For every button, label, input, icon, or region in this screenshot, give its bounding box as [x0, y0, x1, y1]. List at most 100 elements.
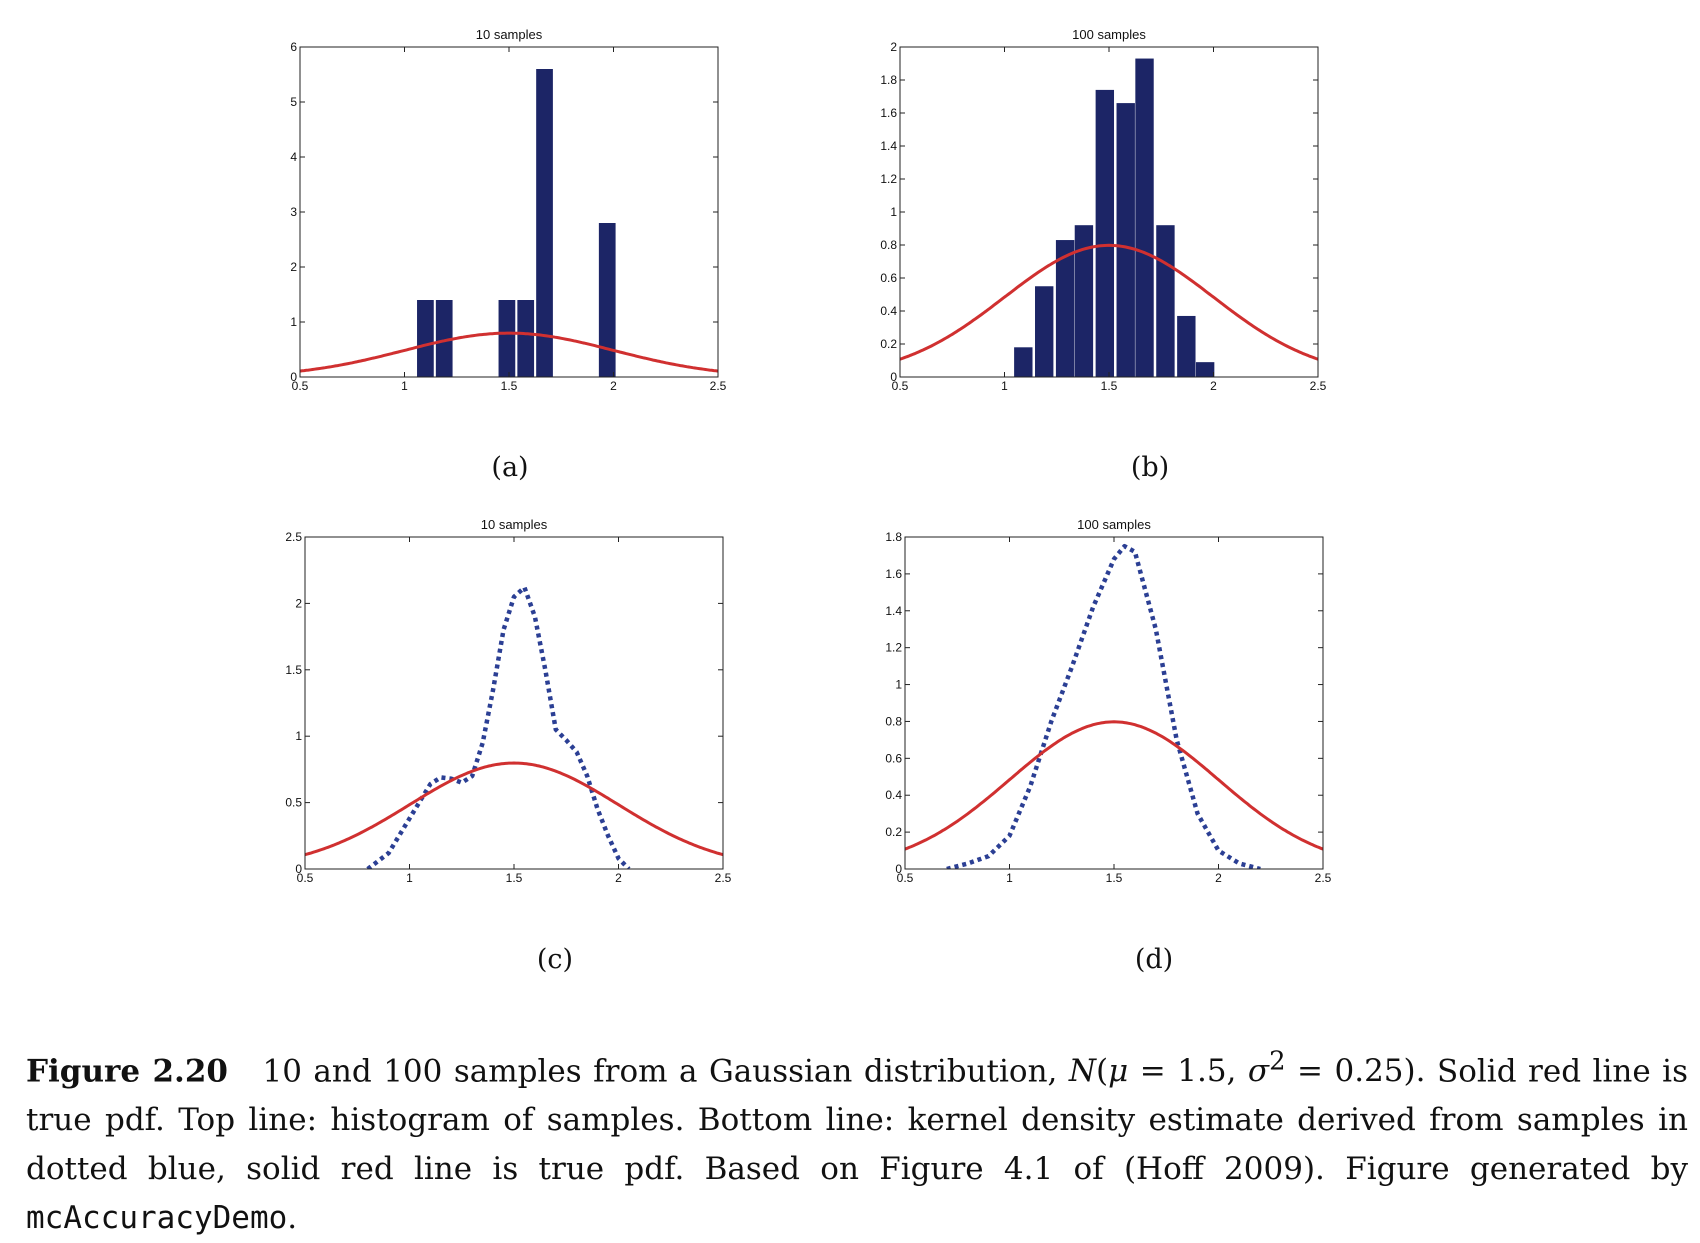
y-tick-label: 1.2: [880, 172, 897, 186]
y-tick-label: 2: [295, 596, 302, 610]
true-pdf-line: [900, 243, 1318, 361]
caption-math: N(μ = 1.5, σ2 = 0.25).: [1068, 1047, 1426, 1090]
y-tick-label: 1.2: [885, 641, 902, 655]
figure-caption: Figure 2.20 10 and 100 samples from a Ga…: [26, 1038, 1688, 1243]
panel-b: 100 samples 0.5 1 1.5 2 2.5 0 0.2 0.4 0.6 0.8 1 1.2 1…: [880, 25, 1350, 405]
histogram-bar: [1095, 89, 1115, 378]
panel-d: 100 samples 0.5 1 1.5 2 2.5 0 0.2 0.4 0.6 0.8 1 1.2 1…: [885, 515, 1360, 895]
y-tick-label: 1.5: [285, 663, 302, 677]
histogram-bar: [1116, 103, 1135, 377]
y-tick-label: 0.2: [885, 825, 902, 839]
x-tick-label: 1.5: [1101, 379, 1118, 393]
kde-line: [366, 585, 631, 869]
chart-title: 10 samples: [476, 27, 543, 42]
y-tick-label: 2.5: [285, 530, 302, 544]
histogram-bar: [536, 69, 553, 377]
x-tick-label: 2.5: [710, 379, 727, 393]
x-tick-label: 2: [610, 379, 617, 393]
y-tick-label: 4: [290, 150, 297, 164]
x-tick-label: 1: [401, 379, 408, 393]
histogram-bar: [1195, 362, 1215, 377]
y-tick-label: 2: [290, 260, 297, 274]
math-mu: μ: [1108, 1053, 1129, 1090]
y-tick-label: 1.4: [880, 139, 897, 153]
figure-label: Figure 2.20: [26, 1053, 228, 1090]
x-tick-label: 0.5: [897, 871, 914, 885]
caption-code: mcAccuracyDemo: [26, 1200, 288, 1237]
x-tick-label: 1.5: [501, 379, 518, 393]
y-tick-label: 1.8: [885, 530, 902, 544]
sublabel-a: (a): [491, 452, 529, 483]
y-tick-label: 0.8: [885, 714, 902, 728]
y-tick-label: 0: [290, 370, 297, 384]
sublabel-b: (b): [1130, 452, 1170, 483]
histogram-bar: [1055, 240, 1075, 377]
y-tick-label: 0: [895, 862, 902, 876]
y-tick-label: 0: [295, 862, 302, 876]
panel-c: 10 samples 0.5 1 1.5 2 2.5 0 0.5 1 1.5 2 2.5: [285, 515, 760, 895]
x-tick-label: 2: [1210, 379, 1217, 393]
true-pdf-line: [300, 331, 718, 373]
y-tick-label: 0.4: [885, 788, 902, 802]
histogram-bar: [1074, 225, 1094, 377]
x-tick-label: 1.5: [506, 871, 523, 885]
x-tick-label: 2.5: [715, 871, 732, 885]
y-tick-label: 1: [890, 205, 897, 219]
math-eq2: = 0.25).: [1285, 1053, 1426, 1090]
sublabel-c: (c): [536, 944, 574, 975]
math-eq1: = 1.5,: [1128, 1053, 1248, 1090]
histogram-bar: [417, 300, 434, 377]
panel-a: 10 samples 0.5 1 1.5 2 2.5 0 1 2 3 4 5 6: [290, 25, 750, 405]
x-tick-label: 2: [615, 871, 622, 885]
y-tick-label: 1.6: [885, 567, 902, 581]
y-tick-label: 0: [890, 370, 897, 384]
x-tick-label: 1.5: [1106, 871, 1123, 885]
math-sup: 2: [1269, 1047, 1286, 1077]
histogram-bar: [1156, 225, 1175, 377]
chart-a: 10 samples 0.5 1 1.5 2 2.5 0 1 2 3 4 5 6: [290, 27, 727, 393]
y-tick-label: 0.6: [880, 271, 897, 285]
y-tick-label: 0.6: [885, 751, 902, 765]
y-tick-label: 1: [895, 678, 902, 692]
y-tick-label: 1.8: [880, 73, 897, 87]
sublabel-d: (d): [1134, 944, 1174, 975]
y-tick-label: 1: [295, 729, 302, 743]
x-tick-label: 2.5: [1315, 871, 1332, 885]
chart-b: 100 samples 0.5 1 1.5 2 2.5 0 0.2 0.4 0.6 0.8 1 1.2 1…: [880, 27, 1327, 393]
histogram-bar: [1135, 58, 1154, 378]
y-tick-label: 0.4: [880, 304, 897, 318]
histogram-bar: [1035, 286, 1054, 377]
y-tick-label: 0.5: [285, 796, 302, 810]
true-pdf-line: [905, 720, 1323, 851]
kde-line: [946, 543, 1261, 869]
caption-text-2: Solid red line is true pdf. Top line: hi…: [26, 1053, 1688, 1188]
x-tick-label: 0.5: [292, 379, 309, 393]
y-tick-label: 1.6: [880, 106, 897, 120]
chart-title: 100 samples: [1077, 517, 1151, 532]
y-tick-label: 0.8: [880, 238, 897, 252]
math-N: N: [1068, 1053, 1097, 1090]
x-tick-label: 2.5: [1310, 379, 1327, 393]
histogram-bar: [1014, 347, 1033, 377]
y-tick-label: 0.2: [880, 337, 897, 351]
y-tick-label: 2: [890, 40, 897, 54]
histogram-bar: [1177, 315, 1196, 377]
histogram-bar: [435, 300, 453, 377]
axes-box: [904, 536, 1324, 870]
histogram-bar: [517, 300, 535, 377]
x-tick-label: 0.5: [892, 379, 909, 393]
histogram-bar: [498, 300, 516, 377]
y-tick-label: 3: [290, 205, 297, 219]
caption-text-1: 10 and 100 samples from a Gaussian distr…: [262, 1053, 1058, 1090]
axes-box: [304, 536, 724, 870]
chart-title: 10 samples: [481, 517, 548, 532]
y-tick-label: 1.4: [885, 604, 902, 618]
true-pdf-line: [305, 761, 723, 857]
x-tick-label: 1: [406, 871, 413, 885]
chart-title: 100 samples: [1072, 27, 1146, 42]
x-tick-label: 1: [1001, 379, 1008, 393]
x-tick-label: 2: [1215, 871, 1222, 885]
math-sigma: σ: [1247, 1053, 1270, 1090]
x-tick-label: 1: [1006, 871, 1013, 885]
